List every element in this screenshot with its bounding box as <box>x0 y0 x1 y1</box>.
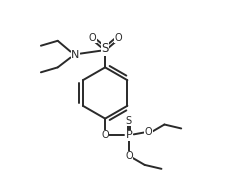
Text: O: O <box>144 127 152 137</box>
Text: S: S <box>125 116 131 126</box>
Text: O: O <box>125 151 132 161</box>
Text: N: N <box>71 50 79 60</box>
Text: P: P <box>125 130 132 140</box>
Text: S: S <box>101 42 108 55</box>
Text: O: O <box>88 33 96 43</box>
Text: O: O <box>114 33 121 43</box>
Text: O: O <box>101 130 109 140</box>
